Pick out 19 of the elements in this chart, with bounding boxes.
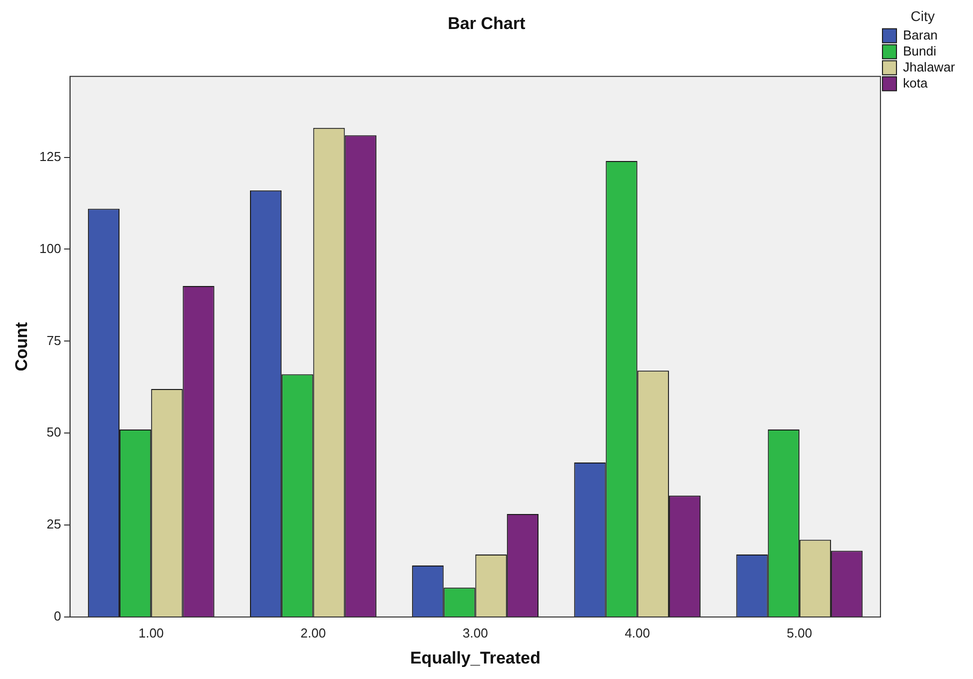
legend-title: City bbox=[910, 8, 935, 24]
x-tick-label: 3.00 bbox=[462, 625, 488, 640]
y-tick-label: 0 bbox=[54, 608, 62, 624]
y-tick-label: 50 bbox=[46, 424, 62, 440]
x-tick-label: 1.00 bbox=[138, 625, 164, 640]
x-tick-label: 5.00 bbox=[786, 625, 812, 640]
y-axis-title: Count bbox=[12, 322, 31, 372]
x-tick-label: 4.00 bbox=[624, 625, 650, 640]
x-axis-title: Equally_Treated bbox=[410, 648, 540, 668]
x-tick-label: 2.00 bbox=[300, 625, 326, 640]
chart-title: Bar Chart bbox=[448, 14, 526, 33]
legend-label: Bundi bbox=[902, 43, 936, 58]
y-tick-label: 125 bbox=[39, 148, 62, 164]
legend-label: Jhalawar bbox=[902, 59, 956, 74]
y-tick-label: 75 bbox=[46, 332, 62, 348]
y-tick-label: 100 bbox=[39, 240, 62, 256]
legend-label: kota bbox=[902, 75, 928, 90]
y-tick-label: 25 bbox=[46, 516, 62, 532]
legend-label: Baran bbox=[902, 27, 938, 42]
